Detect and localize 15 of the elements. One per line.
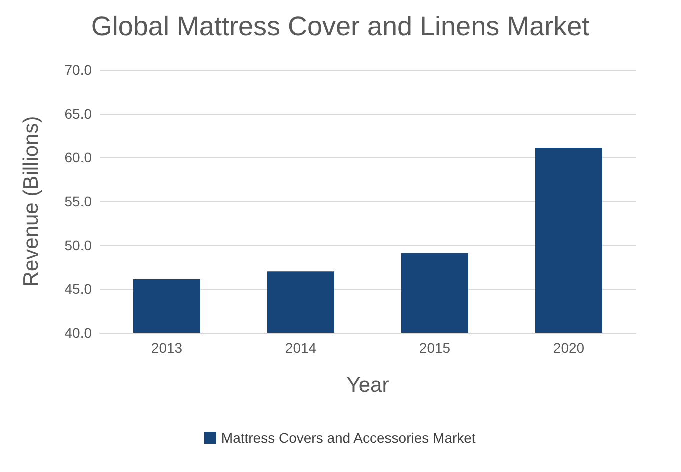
x-tick-label: 2020 [553,340,585,356]
x-tick-label: 2015 [419,340,451,356]
y-tick-label: 60.0 [64,150,92,166]
y-tick-label: 50.0 [64,237,92,254]
x-axis-title: Year [346,374,390,397]
x-tick-label: 2014 [285,340,317,356]
y-tick-label: 65.0 [64,106,92,122]
y-tick-label: 55.0 [64,194,92,210]
y-tick-label: 45.0 [64,281,92,298]
y-axis-title: Revenue (Billions) [20,116,43,287]
x-tick-label: 2013 [151,340,183,356]
y-tick-label: 70.0 [64,62,92,78]
legend-label: Mattress Covers and Accessories Market [221,430,476,446]
y-tick-label: 40.0 [64,325,92,341]
chart-title: Global Mattress Cover and Linens Market [91,12,590,42]
